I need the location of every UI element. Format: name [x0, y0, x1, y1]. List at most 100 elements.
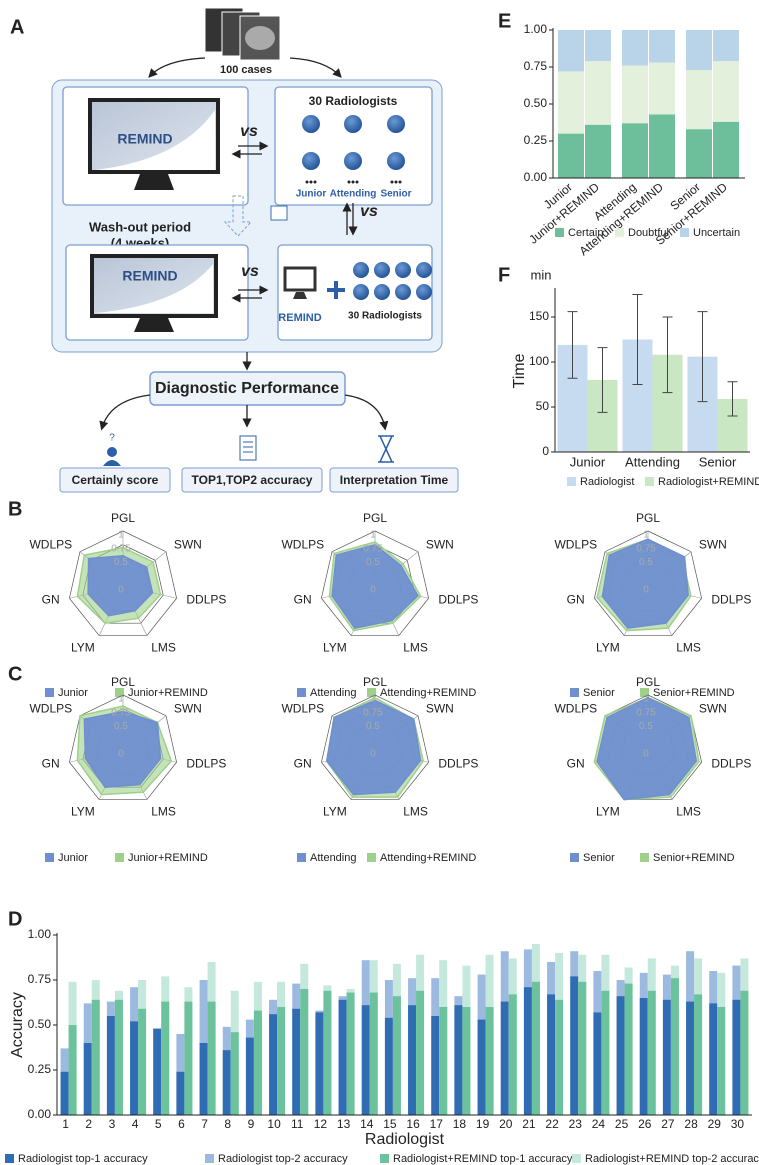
axis-label: GN — [42, 757, 60, 771]
radar-tick-label: 0.5 — [114, 721, 128, 732]
icon-part — [390, 180, 394, 184]
axis-label: DDLPS — [711, 757, 751, 771]
icon-part — [395, 262, 411, 278]
x-tick-label: 13 — [337, 1117, 351, 1131]
bar-segment — [622, 123, 648, 178]
legend-swatch — [555, 228, 564, 237]
bar — [369, 992, 378, 1115]
legend-swatch — [680, 228, 689, 237]
axis-label: LMS — [676, 805, 701, 819]
outcome-icons: ? — [103, 433, 394, 466]
bar — [114, 999, 123, 1115]
bar — [662, 999, 671, 1115]
legend-swatch — [205, 1154, 214, 1163]
y-tick-label: 0.50 — [28, 1017, 52, 1031]
outcome: Interpretation Time — [340, 473, 449, 487]
bar-segment — [558, 71, 584, 134]
bar-segment — [585, 124, 611, 178]
axis-label: DDLPS — [186, 757, 226, 771]
bar — [547, 994, 556, 1115]
bar — [485, 1007, 494, 1115]
bar — [176, 1071, 185, 1115]
bar — [230, 1032, 239, 1115]
washout: Wash-out period — [89, 219, 191, 234]
panel-label: D — [8, 908, 22, 930]
x-tick-label: 9 — [248, 1117, 255, 1131]
bar — [408, 1005, 417, 1115]
axis-label: WDLPS — [281, 702, 324, 716]
legend-swatch — [645, 477, 654, 486]
x-tick-label: 4 — [132, 1117, 139, 1131]
x-tick-label: 7 — [201, 1117, 208, 1131]
x-tick-label: 30 — [731, 1117, 745, 1131]
legend-swatch — [297, 688, 306, 697]
icon-part — [374, 262, 390, 278]
axis-label: LMS — [151, 641, 176, 655]
bar — [269, 1014, 278, 1115]
bar-segment — [622, 30, 648, 66]
icon-part — [347, 180, 351, 184]
radar-tick-label: 1 — [370, 530, 376, 541]
bar — [439, 1007, 448, 1115]
legend-swatch — [572, 1154, 581, 1163]
radar-ring — [594, 530, 702, 636]
icon-text: ? — [109, 433, 115, 444]
bar — [732, 999, 741, 1115]
y-axis-label: Time — [511, 353, 528, 388]
axis-label: LYM — [71, 641, 95, 655]
x-tick-label: 16 — [406, 1117, 420, 1131]
x-tick-label: 25 — [615, 1117, 629, 1131]
radar-tick-label: 0.5 — [639, 557, 653, 568]
y-tick-label: 0.00 — [524, 170, 548, 184]
bar-segment — [686, 129, 712, 178]
radar-area — [331, 543, 419, 629]
bar — [338, 999, 347, 1115]
axis-label: GN — [567, 757, 585, 771]
bar — [555, 999, 564, 1115]
error-bar — [632, 294, 643, 385]
monitor-stand — [134, 174, 174, 190]
legend-swatch — [115, 853, 124, 862]
x-tick-label: 8 — [224, 1117, 231, 1131]
legend-swatch — [570, 853, 579, 862]
icon-part — [416, 262, 432, 278]
bar-segment — [585, 30, 611, 62]
axis-label: WDLPS — [554, 702, 597, 716]
icon-part — [395, 284, 411, 300]
icon-part — [243, 441, 253, 453]
legend-swatch — [297, 853, 306, 862]
monitor-label: REMIND — [122, 268, 177, 284]
radar-tick-label: 0.75 — [636, 543, 656, 554]
bar — [384, 1017, 393, 1115]
legend-label: Attending+REMIND — [380, 687, 476, 699]
error-bar — [727, 381, 738, 417]
icon-part — [398, 180, 402, 184]
bar — [500, 1001, 509, 1115]
radar-tick-label: 0.75 — [363, 543, 383, 554]
bar — [106, 1016, 115, 1115]
radar-ring — [321, 694, 429, 800]
x-tick-label: 19 — [476, 1117, 490, 1131]
bar-segment — [713, 121, 739, 178]
axis-label: SWN — [699, 702, 727, 716]
legend-label: Attending+REMIND — [380, 852, 476, 864]
bar-segment — [649, 30, 675, 63]
axis-label: SWN — [174, 538, 202, 552]
outcome-box — [329, 467, 459, 493]
bar — [639, 998, 648, 1115]
legend-label: Junior+REMIND — [128, 852, 208, 864]
arrow — [344, 394, 389, 431]
icon-part — [239, 435, 257, 461]
axis-label: GN — [294, 593, 312, 607]
error-bar — [567, 311, 578, 379]
bar-segment — [713, 61, 739, 122]
bar — [222, 1050, 231, 1115]
axis-label: LMS — [151, 805, 176, 819]
radar-tick-label: 0.75 — [111, 543, 131, 554]
y-axis-label: Accuracy — [9, 992, 26, 1058]
radar-tick-label: 1 — [643, 694, 649, 705]
radar-tick-label: 0 — [643, 749, 649, 760]
legend-swatch — [380, 1154, 389, 1163]
radar-ring — [69, 530, 177, 636]
